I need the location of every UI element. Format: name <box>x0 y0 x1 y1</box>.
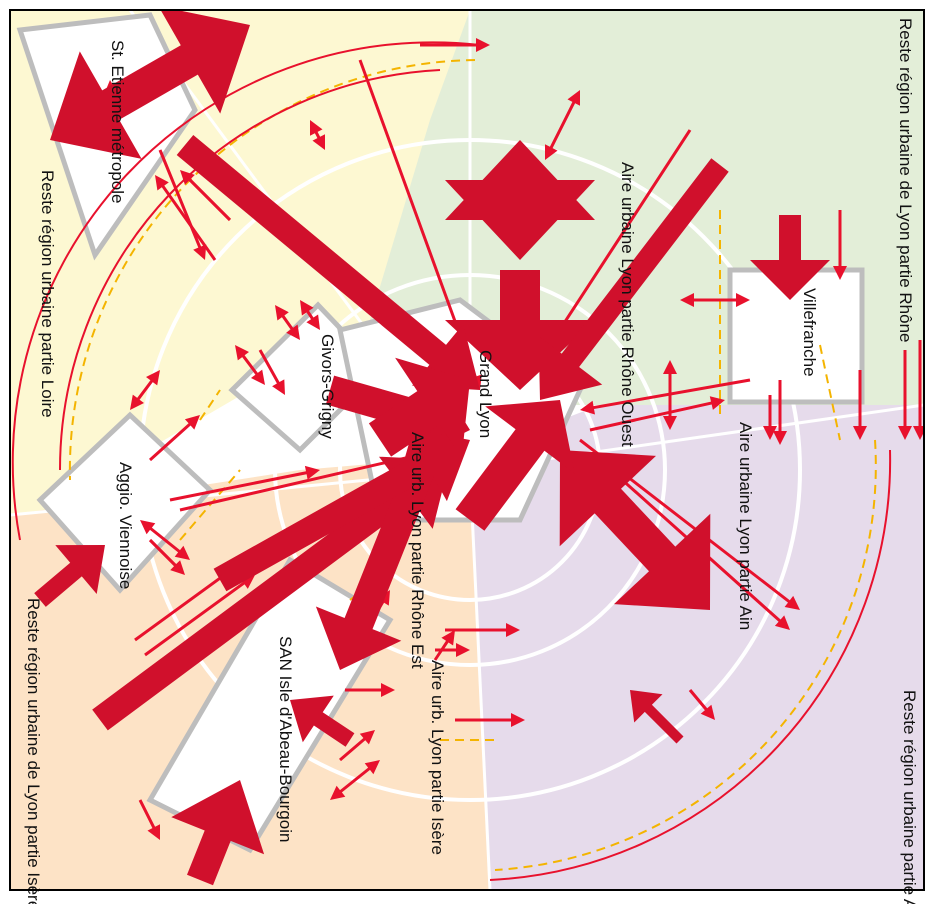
flow-thin-17 <box>455 713 525 727</box>
label-area-ain: Aire urbaine Lyon partie Ain <box>736 422 755 630</box>
flow-grand-lyon-rhone-ouest <box>445 140 595 260</box>
zones-layer <box>10 10 924 890</box>
flow-thin-27 <box>235 345 265 385</box>
flow-thin-15 <box>688 689 715 720</box>
label-area-rhone-est: Aire urb. Lyon partie Rhône Est <box>408 432 427 669</box>
node-labels: Grand Lyon Villefranche St. Etienne métr… <box>108 40 819 842</box>
flow-thin-23 <box>339 730 375 762</box>
flow-thin-5 <box>545 90 580 160</box>
flow-thin-20 <box>433 630 455 661</box>
flow-thin-1 <box>420 38 490 52</box>
zone-labels: Reste région urbaine de Lyon partie Rhôn… <box>24 18 919 909</box>
flow-thin-32 <box>169 465 320 502</box>
flow-thin-3 <box>540 129 692 360</box>
flow-thin-43 <box>589 396 725 432</box>
flow-ouest-radial <box>538 158 729 400</box>
label-isle-abeau: SAN Isle d'Abeau-Bourgoin <box>276 636 295 842</box>
flow-thin-25 <box>300 300 320 330</box>
flow-isle-abeau-up <box>290 695 355 747</box>
flow-thin-28 <box>149 415 200 462</box>
frame-border <box>9 9 925 891</box>
flow-thin-13 <box>579 438 800 610</box>
flow-villefranche-down <box>750 215 830 300</box>
flow-thin-9 <box>853 370 867 440</box>
flow-thin-31 <box>148 538 185 575</box>
zone-ain <box>470 405 924 890</box>
arc-loire-outer <box>11 41 481 541</box>
flow-thin-35 <box>144 575 255 657</box>
label-st-etienne: St. Etienne métropole <box>108 40 127 203</box>
flow-thin-33 <box>179 446 440 512</box>
flow-thin-26 <box>275 305 300 340</box>
dash-ain <box>494 439 877 871</box>
flow-thin-39 <box>180 170 232 222</box>
flow-thin-24 <box>330 760 380 800</box>
flow-thin-6 <box>833 210 847 280</box>
label-area-isere: Aire urb. Lyon partie Isère <box>428 660 447 855</box>
label-area-rhone-ouest: Aire urbaine Lyon partie Rhône Ouest <box>618 162 637 447</box>
flow-ain-rest <box>630 690 684 744</box>
flow-st-etienne <box>50 10 250 159</box>
flow-thin-38 <box>158 149 207 260</box>
label-grand-lyon: Grand Lyon <box>476 350 495 438</box>
label-loire-rest: Reste région urbaine partie Loire <box>38 170 57 418</box>
flow-thin-12 <box>580 378 751 415</box>
flow-thin-11 <box>913 340 924 440</box>
flow-thin-8 <box>773 380 787 445</box>
dash-loire <box>68 59 476 481</box>
flow-thin-10 <box>898 350 912 440</box>
arc-loire-inner <box>58 69 441 471</box>
flow-thin-2 <box>358 59 482 390</box>
flow-st-etienne-grand-lyon <box>176 135 480 390</box>
flow-thin-7 <box>763 395 777 440</box>
flow-thin-29 <box>130 370 160 410</box>
flow-thin-41 <box>310 120 325 150</box>
flow-thin-22 <box>345 683 395 697</box>
flow-thin-16 <box>663 360 677 430</box>
flow-thin-18 <box>445 623 520 637</box>
flow-lyon-center-1 <box>368 357 470 458</box>
label-ain-rest: Reste région urbaine partie Ain <box>900 690 919 904</box>
dash-inner-5 <box>819 344 841 441</box>
label-rhone-rest: Reste région urbaine de Lyon partie Rhôn… <box>896 18 915 342</box>
flow-vienne-in <box>34 545 106 607</box>
flow-isere-grand-lyon <box>92 456 450 731</box>
flow-thin-34 <box>134 560 245 642</box>
flow-vienne-lyon <box>213 427 470 592</box>
flow-grand-lyon-rhone-ouest-2 <box>445 270 595 390</box>
flow-thin-37 <box>155 175 217 261</box>
thick-flows <box>34 10 830 886</box>
label-vienne: Aggio. Viennoise <box>116 462 135 589</box>
flow-grand-lyon-ain <box>559 450 711 610</box>
label-givors: Givors-Grigny <box>318 334 337 439</box>
flow-thin-4 <box>680 293 750 307</box>
sector-line-3 <box>468 469 492 890</box>
flow-thin-36 <box>138 799 160 840</box>
area-labels: Aire urbaine Lyon partie Rhône Ouest Air… <box>408 162 755 855</box>
label-villefranche: Villefranche <box>800 288 819 377</box>
dash-inner-3 <box>179 469 241 541</box>
arc-ain-outer <box>489 449 892 881</box>
flow-lyon-center-2 <box>455 400 575 531</box>
dashed-flows <box>68 59 877 871</box>
flow-thin-42 <box>258 349 285 395</box>
flow-thin-19 <box>435 643 470 657</box>
label-isere-rest: Reste région urbaine de Lyon partie Isèr… <box>24 598 43 904</box>
flow-thin-30 <box>140 520 190 560</box>
flow-isle-abeau-in <box>171 780 265 886</box>
dash-inner-2 <box>199 389 221 421</box>
